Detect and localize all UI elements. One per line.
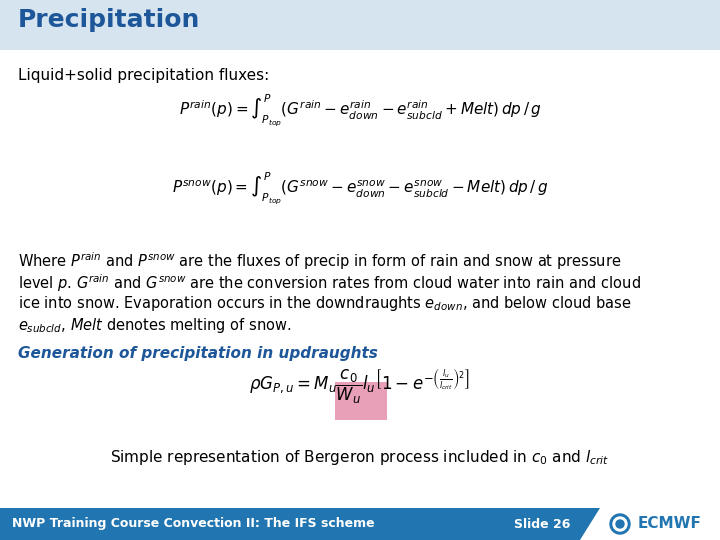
Text: Simple representation of Bergeron process included in $c_0$ and $l_{crit}$: Simple representation of Bergeron proces… (110, 448, 610, 467)
Text: ECMWF: ECMWF (638, 516, 702, 531)
Text: level $p$. $G^{rain}$ and $G^{snow}$ are the conversion rates from cloud water i: level $p$. $G^{rain}$ and $G^{snow}$ are… (18, 272, 641, 294)
Text: Slide 26: Slide 26 (513, 517, 570, 530)
Text: Liquid+solid precipitation fluxes:: Liquid+solid precipitation fluxes: (18, 68, 269, 83)
Circle shape (613, 517, 627, 531)
Text: $P^{rain}(p) = \int_{P_{top}}^{P}(G^{rain} - e^{rain}_{down} - e^{rain}_{subcld}: $P^{rain}(p) = \int_{P_{top}}^{P}(G^{rai… (179, 92, 541, 128)
Text: Where $P^{rain}$ and $P^{snow}$ are the fluxes of precip in form of rain and sno: Where $P^{rain}$ and $P^{snow}$ are the … (18, 250, 621, 272)
Circle shape (616, 520, 624, 528)
Circle shape (610, 514, 630, 534)
Text: Generation of precipitation in updraughts: Generation of precipitation in updraught… (18, 346, 378, 361)
Text: ice into snow. Evaporation occurs in the downdraughts $e_{down}$, and below clou: ice into snow. Evaporation occurs in the… (18, 294, 632, 313)
Text: $\rho G_{P,u} = M_u \dfrac{c_0}{W_u} l_u \left[1 - e^{-\left(\frac{l_u}{l_{crit}: $\rho G_{P,u} = M_u \dfrac{c_0}{W_u} l_u… (249, 368, 471, 407)
Text: NWP Training Course Convection II: The IFS scheme: NWP Training Course Convection II: The I… (12, 517, 374, 530)
FancyBboxPatch shape (0, 508, 580, 540)
Text: $e_{subcld}$, $Melt$ denotes melting of snow.: $e_{subcld}$, $Melt$ denotes melting of … (18, 316, 292, 335)
Text: $P^{snow}(p) = \int_{P_{top}}^{P}(G^{snow} - e^{snow}_{down} - e^{snow}_{subcld}: $P^{snow}(p) = \int_{P_{top}}^{P}(G^{sno… (171, 170, 549, 206)
FancyBboxPatch shape (0, 0, 720, 50)
Polygon shape (580, 508, 600, 540)
Text: Precipitation: Precipitation (18, 8, 200, 32)
FancyBboxPatch shape (335, 382, 387, 420)
